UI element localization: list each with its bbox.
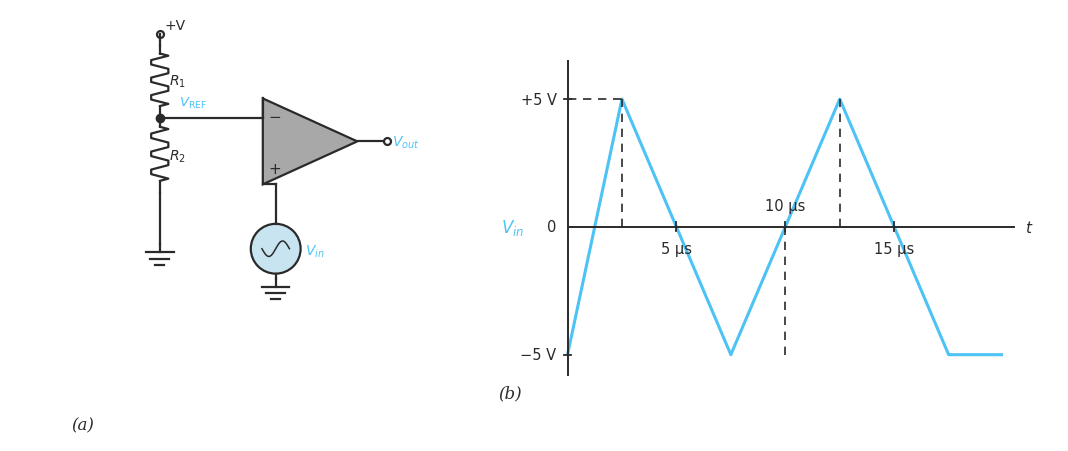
Text: (b): (b) [498, 385, 521, 402]
Text: +5 V: +5 V [520, 92, 556, 107]
Text: $R_1$: $R_1$ [169, 74, 186, 90]
Text: 10 μs: 10 μs [765, 198, 805, 213]
Text: $V_{in}$: $V_{in}$ [304, 243, 325, 259]
Text: (a): (a) [72, 416, 94, 433]
Text: +V: +V [164, 19, 186, 33]
Text: $t$: $t$ [1025, 219, 1034, 235]
Text: $V_{out}$: $V_{out}$ [393, 134, 420, 150]
Text: $V_{\mathrm{REF}}$: $V_{\mathrm{REF}}$ [179, 96, 207, 111]
Circle shape [251, 224, 300, 274]
Text: $V_{in}$: $V_{in}$ [502, 217, 524, 237]
Text: $+$: $+$ [268, 161, 281, 176]
Text: $R_2$: $R_2$ [169, 148, 186, 164]
Text: $-$: $-$ [268, 108, 281, 123]
Text: 0: 0 [547, 220, 556, 235]
Text: 5 μs: 5 μs [661, 241, 692, 256]
Polygon shape [263, 99, 358, 185]
Text: 15 μs: 15 μs [874, 241, 914, 256]
Text: −5 V: −5 V [520, 347, 556, 362]
